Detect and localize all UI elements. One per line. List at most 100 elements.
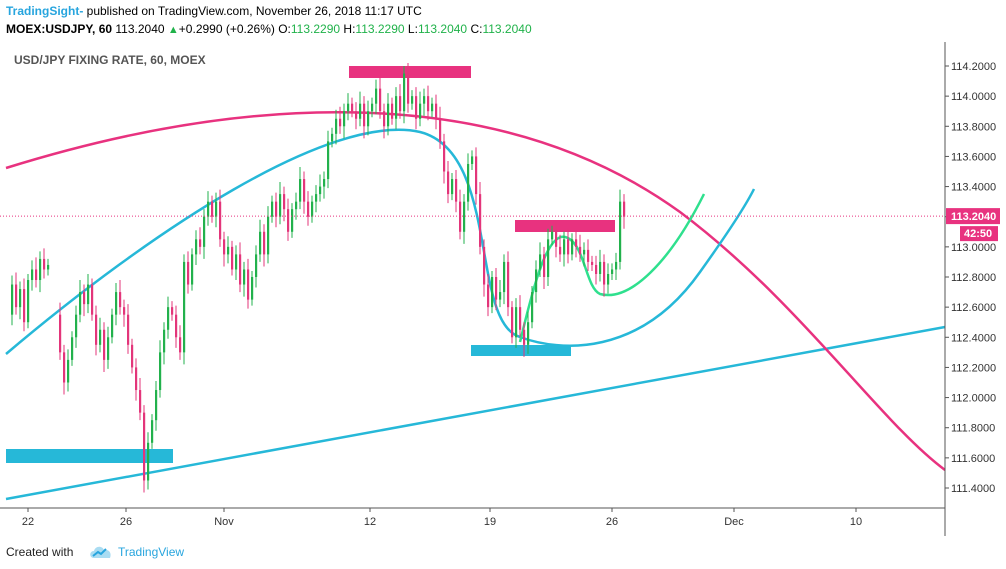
candle-body (203, 216, 206, 247)
candle-body (167, 307, 170, 330)
open-label: O: (278, 22, 291, 36)
candle-body (431, 103, 434, 112)
candle-body (327, 141, 330, 180)
open-value: 113.2290 (290, 22, 341, 36)
candle-body (111, 314, 114, 338)
green-projection-curve[interactable] (518, 193, 706, 343)
resistance-zone-top[interactable] (349, 66, 471, 78)
author-name[interactable]: TradingSight- (6, 4, 84, 18)
candle-body (535, 269, 538, 293)
y-tick-label: 114.2000 (951, 61, 996, 73)
candle-body (227, 246, 230, 255)
candle-body (611, 269, 614, 274)
candle-body (599, 261, 602, 274)
candle-body (87, 284, 90, 305)
candle-body (303, 179, 306, 202)
countdown-tag (960, 226, 998, 242)
candle-body (547, 239, 550, 277)
ascending-trendline[interactable] (5, 325, 946, 501)
candle-body (255, 254, 258, 277)
candle-body (99, 329, 102, 345)
candle-body (103, 329, 106, 360)
price-change: +0.2990 (+0.26%) (178, 22, 275, 36)
candle-body (263, 231, 266, 255)
candle-body (191, 254, 194, 285)
candle-body (31, 269, 34, 281)
candle-body (123, 307, 126, 315)
candle-body (515, 307, 518, 338)
y-tick-label: 113.0000 (951, 242, 996, 254)
resistance-zone-mid[interactable] (515, 220, 615, 232)
last-price: 113.2040 (115, 22, 165, 36)
candle-body (63, 352, 66, 383)
candle-body (15, 284, 18, 308)
candle-body (483, 246, 486, 285)
candle-body (411, 96, 414, 104)
high-value: 113.2290 (355, 22, 405, 36)
candle-body (615, 261, 618, 270)
publish-line: TradingSight- published on TradingView.c… (6, 4, 422, 18)
candle-body (335, 118, 338, 134)
candle-body (543, 254, 546, 277)
candle-body (159, 352, 162, 391)
candle-body (383, 111, 386, 127)
candle-body (239, 254, 242, 285)
magenta-arc[interactable] (5, 111, 946, 472)
candle-body (367, 111, 370, 127)
candle-body (207, 201, 210, 217)
candle-body (311, 201, 314, 217)
last-price-tag (946, 208, 1000, 225)
y-tick-label: 112.8000 (951, 272, 996, 284)
candle-body (275, 201, 278, 217)
candle-body (503, 261, 506, 293)
tradingview-cloud-icon[interactable] (88, 542, 114, 562)
chart-area[interactable]: USD/JPY FIXING RATE, 60, MOEX 114.2000 11… (0, 42, 1006, 536)
support-zone-low[interactable] (6, 449, 173, 463)
tradingview-link[interactable]: TradingView (118, 545, 185, 559)
candle-body (83, 292, 86, 305)
candle-body (355, 111, 358, 119)
candle-body (295, 201, 298, 210)
candle-body (387, 103, 390, 127)
y-tick-label: 113.4000 (951, 182, 996, 194)
candle-body (539, 254, 542, 270)
candle-body (223, 239, 226, 255)
candle-body (523, 329, 526, 345)
candle-body (279, 194, 282, 217)
publish-info: published on TradingView.com, November 2… (83, 4, 422, 18)
candle-body (559, 246, 562, 255)
price-chart[interactable]: USD/JPY FIXING RATE, 60, MOEX 114.2000 11… (0, 42, 1006, 536)
y-tick-label: 111.8000 (951, 423, 995, 435)
x-tick-label: 19 (484, 516, 496, 528)
close-label: C: (470, 22, 483, 36)
x-tick-label: 26 (120, 516, 132, 528)
candle-body (155, 390, 158, 421)
candle-body (315, 194, 318, 202)
candle-body (351, 103, 354, 112)
symbol-label: MOEX:USDJPY, 60 (6, 22, 113, 36)
candle-body (47, 264, 50, 270)
candle-body (423, 96, 426, 104)
candle-body (495, 277, 498, 300)
candle-body (299, 179, 302, 202)
candle-body (623, 201, 626, 217)
candle-body (343, 111, 346, 127)
candle-body (283, 194, 286, 210)
ohlc-line: MOEX:USDJPY, 60 113.2040 ▲+0.2990 (+0.26… (6, 22, 532, 36)
candle-body (439, 118, 442, 142)
chart-header: TradingSight- published on TradingView.c… (0, 0, 1006, 42)
candle-body (115, 292, 118, 315)
countdown-tag-text: 42:50 (964, 228, 992, 240)
candle-body (39, 258, 42, 281)
candle-body (575, 239, 578, 247)
candle-body (603, 261, 606, 285)
chart-title: USD/JPY FIXING RATE, 60, MOEX (14, 53, 206, 67)
candle-body (147, 442, 150, 481)
candle-body (183, 261, 186, 353)
candle-body (347, 103, 350, 112)
candle-body (399, 96, 402, 112)
candle-body (27, 280, 30, 323)
support-zone-mid[interactable] (471, 345, 571, 356)
candle-body (359, 103, 362, 119)
footer: Created with TradingView (0, 538, 1006, 569)
